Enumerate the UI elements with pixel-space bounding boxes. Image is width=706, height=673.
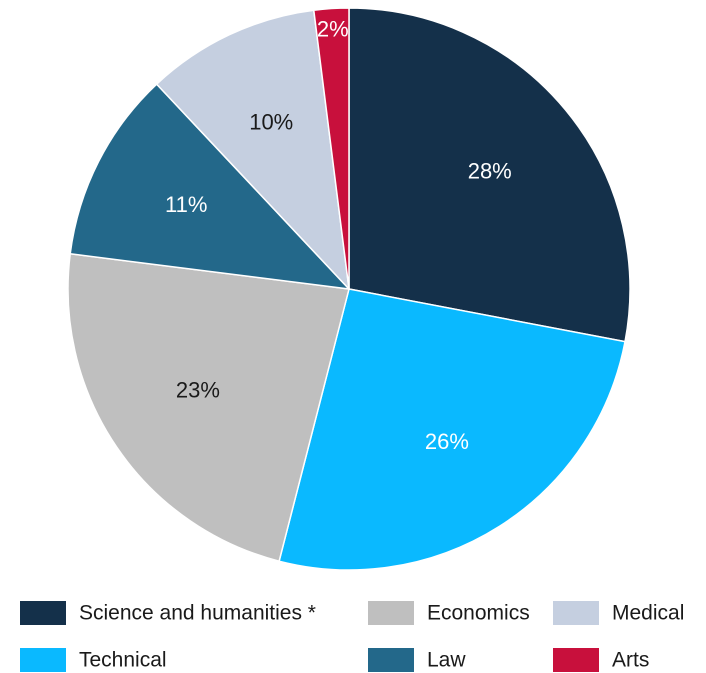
legend-item-medical: Medical [553, 601, 684, 625]
legend-label-law: Law [427, 649, 466, 672]
slice-label-medical: 10% [249, 110, 293, 135]
pie-slice-technical [278, 288, 626, 571]
pie-slice-arts [313, 7, 350, 290]
pie-slices [67, 7, 631, 571]
pie-slice-medical [155, 9, 350, 290]
legend-swatch-arts [553, 648, 599, 672]
legend-item-arts: Arts [553, 648, 649, 672]
legend-swatch-technical [20, 648, 66, 672]
legend-item-law: Law [368, 648, 466, 672]
legend-swatch-medical [553, 601, 599, 625]
legend-swatch-law [368, 648, 414, 672]
legend-swatch-economics [368, 601, 414, 625]
slice-label-law: 11% [165, 192, 207, 217]
pie-slice-science-and-humanities [348, 7, 631, 343]
legend-swatch-science-and-humanities [20, 601, 66, 625]
legend-label-economics: Economics [427, 602, 530, 625]
legend-item-economics: Economics [368, 601, 530, 625]
slice-label-science-and-humanities: 28% [468, 158, 512, 183]
slice-label-technical: 26% [425, 429, 469, 454]
pie-slice-economics [67, 253, 350, 562]
legend-label-arts: Arts [612, 649, 649, 672]
legend: Science and humanities * Economics Medical… [20, 601, 684, 672]
legend-label-medical: Medical [612, 602, 684, 625]
slice-label-arts: 2% [317, 16, 349, 41]
legend-item-science-and-humanities: Science and humanities * [20, 601, 316, 625]
pie-slice-labels: 28% 26% 23% 11% 10% 2% [165, 16, 512, 454]
pie-slice-law [69, 83, 350, 290]
slice-label-economics: 23% [176, 377, 220, 402]
legend-label-technical: Technical [79, 649, 167, 672]
legend-label-science-and-humanities: Science and humanities * [79, 602, 316, 625]
legend-item-technical: Technical [20, 648, 167, 672]
